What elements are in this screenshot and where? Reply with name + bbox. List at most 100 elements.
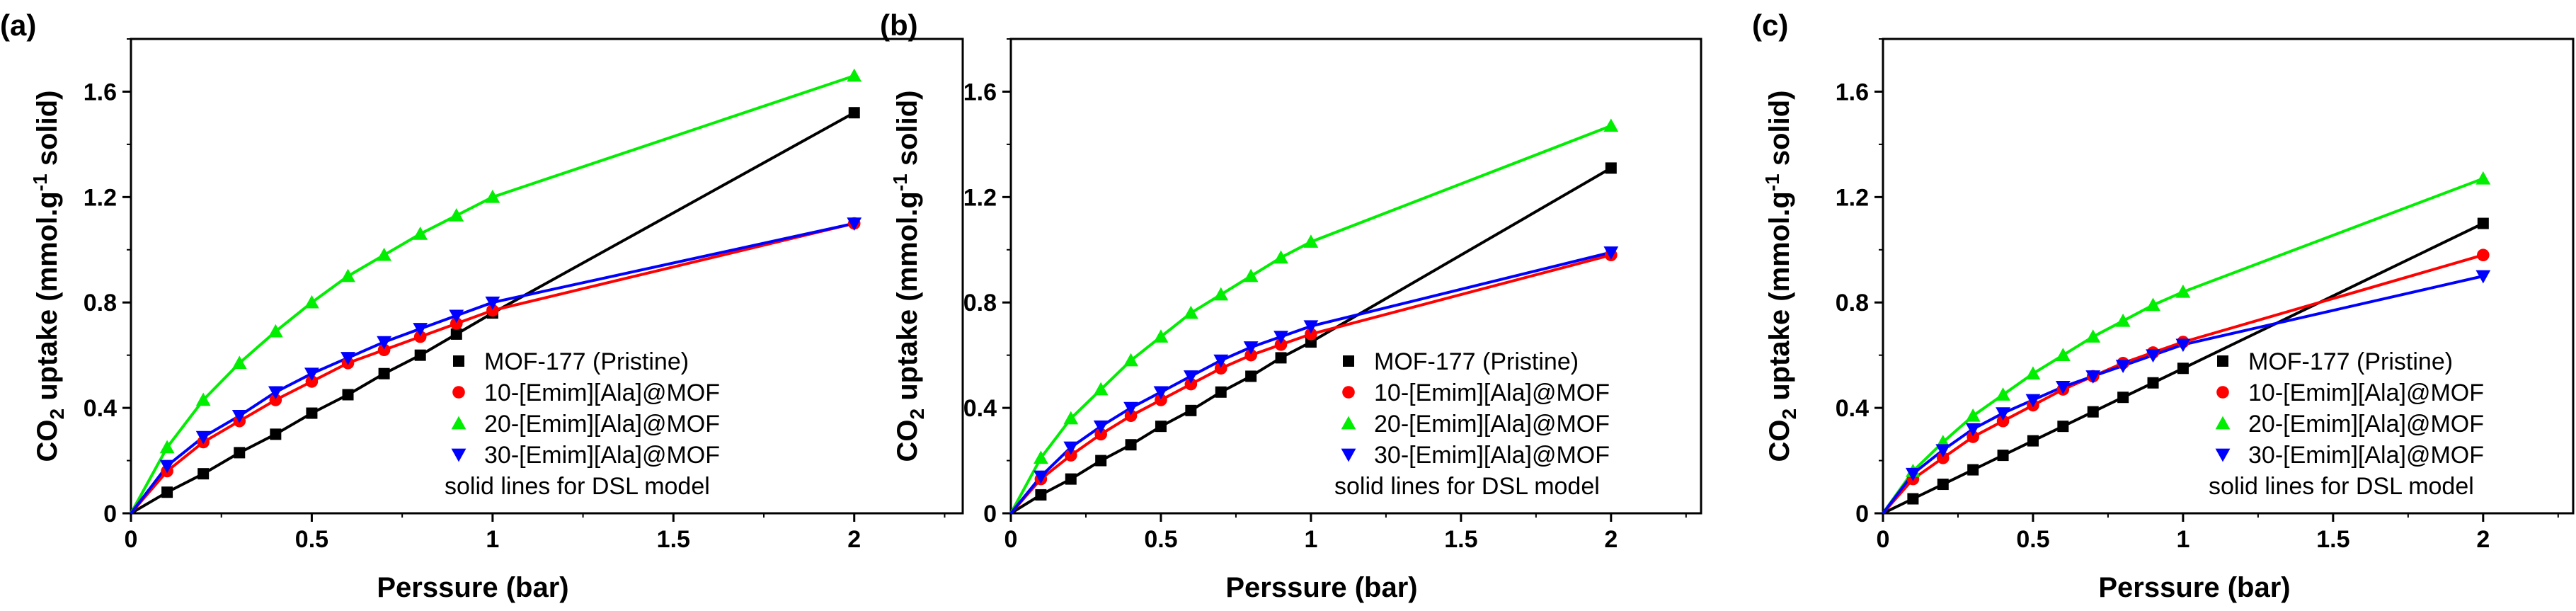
data-point-c-30-emim-ala-mof xyxy=(2085,370,2101,384)
data-point-c-30-emim-ala-mof xyxy=(1965,423,1981,437)
data-point-b-30-emim-ala-mof xyxy=(1183,370,1198,384)
legend-marker-b-10-emim-ala-mof xyxy=(1342,386,1355,399)
data-point-a-30-emim-ala-mof xyxy=(449,309,464,324)
data-point-a-30-emim-ala-mof xyxy=(231,409,247,423)
y-tick-label-c-1: 0.4 xyxy=(1836,395,1869,422)
y-tick-label-a-3: 1.2 xyxy=(84,184,117,211)
data-point-b-mof-177-pristine xyxy=(1605,162,1617,174)
legend-marker-c-10-emim-ala-mof xyxy=(2216,386,2229,399)
legend-note-a: solid lines for DSL model xyxy=(445,473,710,500)
data-point-b-mof-177-pristine xyxy=(1095,455,1107,467)
y-tick-label-b-0: 0 xyxy=(983,501,997,527)
data-point-b-20-emim-ala-mof xyxy=(1303,234,1319,248)
data-point-a-20-emim-ala-mof xyxy=(340,268,355,282)
data-point-a-20-emim-ala-mof xyxy=(485,189,500,203)
data-point-c-30-emim-ala-mof xyxy=(2146,349,2160,363)
data-point-c-20-emim-ala-mof xyxy=(2115,313,2131,327)
data-point-a-20-emim-ala-mof xyxy=(268,324,283,338)
data-point-c-30-emim-ala-mof xyxy=(2475,270,2491,284)
data-point-b-mof-177-pristine xyxy=(1035,489,1047,501)
data-point-b-mof-177-pristine xyxy=(1185,404,1197,416)
data-point-c-20-emim-ala-mof xyxy=(2475,171,2491,185)
model-line-b-20-emim-ala-mof xyxy=(1009,124,1612,514)
data-point-b-30-emim-ala-mof xyxy=(1153,386,1169,400)
panel-label-b: (b) xyxy=(880,8,918,42)
data-point-c-20-emim-ala-mof xyxy=(2146,297,2160,312)
legend-a: MOF-177 (Pristine) 10-[Emim][Ala]@MOF 20-[… xyxy=(445,348,720,500)
y-tick-label-c-0: 0 xyxy=(1855,501,1869,527)
data-point-a-10-emim-ala-mof xyxy=(486,304,499,317)
data-point-a-30-emim-ala-mof xyxy=(159,459,175,474)
y-axis-title-b: CO2 uptake (mmol.g-1 solid) xyxy=(889,91,928,462)
x-axis-title-a: Perssure (bar) xyxy=(377,572,568,603)
panel-label-c: (c) xyxy=(1752,8,1788,42)
axis-ticks-a: 0 0.5 1 1.5 2 0 0.4 0.8 1.2 1.6 xyxy=(84,38,946,553)
x-tick-label-a-2: 1 xyxy=(486,526,499,553)
legend-marker-c-20-emim-ala-mof xyxy=(2215,416,2231,430)
x-tick-label-a-4: 2 xyxy=(847,526,861,553)
y-tick-label-b-4: 1.6 xyxy=(963,79,997,105)
y-tick-label-b-1: 0.4 xyxy=(963,395,997,422)
data-point-b-10-emim-ala-mof xyxy=(1214,362,1227,375)
legend-note-b: solid lines for DSL model xyxy=(1334,473,1600,500)
data-markers-b xyxy=(1033,118,1619,501)
data-point-a-20-emim-ala-mof xyxy=(449,207,464,222)
x-tick-label-c-3: 1.5 xyxy=(2316,526,2349,553)
data-point-c-30-emim-ala-mof xyxy=(2025,394,2041,408)
legend-label-b-30-emim-ala-mof: 30-[Emim][Ala]@MOF xyxy=(1374,442,1610,469)
legend-label-c-mof-177-pristine: MOF-177 (Pristine) xyxy=(2248,348,2453,375)
plot-frame-a xyxy=(130,38,964,515)
data-point-b-20-emim-ala-mof xyxy=(1153,329,1169,343)
data-point-a-20-emim-ala-mof xyxy=(847,68,862,82)
data-point-a-mof-177-pristine xyxy=(198,468,210,480)
axis-ticks-c: 0 0.5 1 1.5 2 0 0.4 0.8 1.2 1.6 xyxy=(1836,38,2559,553)
data-point-b-10-emim-ala-mof xyxy=(1064,449,1077,462)
legend-label-b-10-emim-ala-mof: 10-[Emim][Ala]@MOF xyxy=(1374,379,1610,406)
y-tick-label-b-2: 0.8 xyxy=(963,290,997,316)
data-point-b-10-emim-ala-mof xyxy=(1244,348,1257,362)
x-tick-label-a-0: 0 xyxy=(125,526,138,553)
data-point-c-mof-177-pristine xyxy=(1967,464,1979,476)
data-point-a-30-emim-ala-mof xyxy=(195,430,211,445)
x-tick-label-c-0: 0 xyxy=(1877,526,1890,553)
x-axis-title-b: Perssure (bar) xyxy=(1225,572,1417,603)
data-point-b-10-emim-ala-mof xyxy=(1184,377,1198,391)
data-point-c-mof-177-pristine xyxy=(2117,392,2129,404)
data-point-a-10-emim-ala-mof xyxy=(413,330,427,343)
x-tick-label-c-4: 2 xyxy=(2476,526,2490,553)
panel-a: (a) Perssure (bar) CO2 uptake (mmol.g-1 … xyxy=(0,8,964,603)
data-point-b-20-emim-ala-mof xyxy=(1063,411,1079,425)
y-tick-label-a-1: 0.4 xyxy=(84,395,117,422)
data-point-c-20-emim-ala-mof xyxy=(2025,366,2041,380)
data-point-a-mof-177-pristine xyxy=(342,389,354,401)
data-point-c-30-emim-ala-mof xyxy=(1905,467,1920,481)
data-point-c-30-emim-ala-mof xyxy=(2055,381,2071,394)
data-point-b-30-emim-ala-mof xyxy=(1033,470,1048,484)
data-point-b-20-emim-ala-mof xyxy=(1123,353,1138,367)
legend-c: MOF-177 (Pristine) 10-[Emim][Ala]@MOF 20-[… xyxy=(2209,348,2484,500)
data-point-a-30-emim-ala-mof xyxy=(485,296,500,310)
data-point-c-30-emim-ala-mof xyxy=(2175,338,2191,353)
data-point-b-20-emim-ala-mof xyxy=(1603,118,1619,132)
y-axis-title-a: CO2 uptake (mmol.g-1 solid) xyxy=(29,91,68,462)
legend-b: MOF-177 (Pristine) 10-[Emim][Ala]@MOF 20-[… xyxy=(1334,348,1610,500)
legend-label-b-mof-177-pristine: MOF-177 (Pristine) xyxy=(1374,348,1579,375)
legend-marker-b-30-emim-ala-mof xyxy=(1341,448,1356,462)
data-point-a-20-emim-ala-mof xyxy=(195,392,211,406)
data-point-b-30-emim-ala-mof xyxy=(1303,320,1319,334)
plot-frame-c xyxy=(1882,38,2575,515)
data-point-b-30-emim-ala-mof xyxy=(1123,401,1138,416)
data-point-c-mof-177-pristine xyxy=(1937,479,1949,491)
data-point-a-10-emim-ala-mof xyxy=(305,375,319,388)
data-point-c-20-emim-ala-mof xyxy=(1965,408,1981,422)
data-point-c-30-emim-ala-mof xyxy=(2115,360,2131,373)
data-point-a-mof-177-pristine xyxy=(234,447,246,459)
legend-label-b-20-emim-ala-mof: 20-[Emim][Ala]@MOF xyxy=(1374,411,1610,438)
panel-label-a: (a) xyxy=(0,8,36,42)
x-tick-label-b-4: 2 xyxy=(1604,526,1618,553)
x-tick-label-b-1: 0.5 xyxy=(1144,526,1177,553)
data-point-b-30-emim-ala-mof xyxy=(1603,246,1619,260)
data-point-a-mof-177-pristine xyxy=(450,328,462,340)
x-tick-label-a-3: 1.5 xyxy=(657,526,690,553)
